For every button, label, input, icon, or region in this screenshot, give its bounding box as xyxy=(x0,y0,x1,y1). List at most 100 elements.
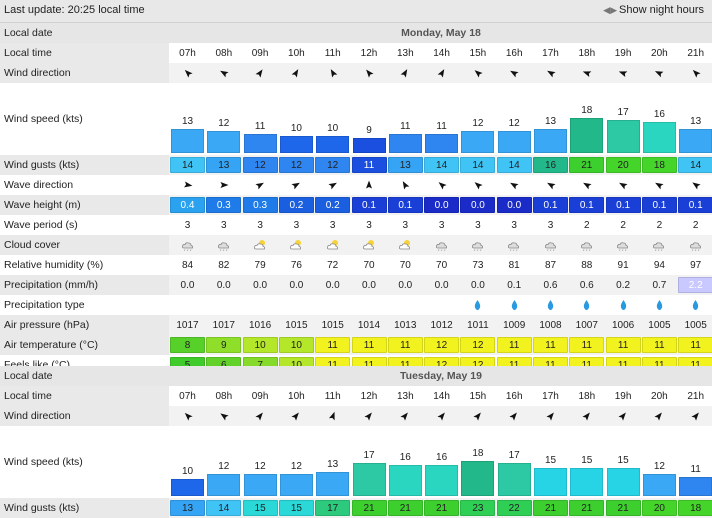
wind-arrow-icon xyxy=(497,406,532,426)
humidity-cell: 79 xyxy=(254,259,266,271)
wave-height-cell: 0.2 xyxy=(278,197,314,213)
pressure-cell: 1015 xyxy=(321,319,344,331)
wind-arrow-icon xyxy=(606,406,641,426)
wind-speed-bar xyxy=(570,118,604,153)
wind-arrow-icon xyxy=(497,63,532,83)
wave-height-cell: 0.3 xyxy=(206,197,242,213)
wave-direction-row-label: Wave direction xyxy=(4,179,74,191)
wind-speed-bar xyxy=(425,134,459,153)
wind-speed-value: 17 xyxy=(363,450,375,461)
wind-arrow-icon xyxy=(642,63,677,83)
wind-gust-cell: 14 xyxy=(678,157,712,173)
cloud-cover-row: Cloud cover xyxy=(0,235,712,255)
air-temp-cell: 11 xyxy=(351,337,387,353)
humidity-cell: 70 xyxy=(436,259,448,271)
wind-gust-cell: 22 xyxy=(496,500,532,516)
wave-period-cell: 3 xyxy=(547,219,554,231)
wave-period-row-label: Wave period (s) xyxy=(4,219,78,231)
humidity-cell: 91 xyxy=(617,259,629,271)
hour-cell: 21h xyxy=(687,47,705,59)
wind-speed-bar xyxy=(207,474,241,496)
wave-period-cell: 3 xyxy=(221,219,227,231)
hour-cell: 16h xyxy=(505,47,523,59)
wind-speed-bar xyxy=(534,468,567,496)
wind-gust-cell: 18 xyxy=(678,500,712,516)
wind-arrow-icon xyxy=(678,63,712,83)
precip-cell: 0.6 xyxy=(543,279,558,291)
wind-gust-cell: 23 xyxy=(460,500,496,516)
precip-cell: 0.1 xyxy=(507,279,522,291)
wind-gust-cell: 12 xyxy=(315,157,351,173)
rain-cloud-icon xyxy=(606,235,641,255)
wind-gust-cell: 15 xyxy=(242,500,278,516)
sun-cloud-icon xyxy=(279,235,314,255)
last-update-text: Last update: 20:25 local time xyxy=(4,4,145,16)
wave-arrow-icon xyxy=(388,175,423,195)
wind-speed-cell: 12 xyxy=(497,83,532,155)
hour-cell: 15h xyxy=(469,390,487,402)
wind-speed-bar xyxy=(171,129,204,153)
pressure-cell: 1015 xyxy=(285,319,308,331)
wind-gusts-row-label: Wind gusts (kts) xyxy=(0,155,169,175)
wave-direction-row: Wave direction xyxy=(0,175,712,195)
hour-cell: 16h xyxy=(505,390,523,402)
wind-speed-bar xyxy=(606,120,640,153)
wind-speed-row: Wind speed (kts) 10 12 12 12 13 17 16 16 18 17 15 15… xyxy=(0,426,712,498)
wind-speed-cell: 12 xyxy=(279,426,314,498)
air-temp-cell: 11 xyxy=(496,337,532,353)
humidity-cell: 73 xyxy=(472,259,484,271)
show-night-hours-toggle[interactable]: ◀▶ Show night hours xyxy=(603,4,704,16)
wind-arrow-icon xyxy=(206,406,241,426)
wave-height-cell: 0.4 xyxy=(170,197,205,213)
rain-drop-icon xyxy=(642,295,677,315)
wind-speed-bar xyxy=(171,479,204,496)
wind-speed-cell: 11 xyxy=(424,83,459,155)
wind-gusts-row-label: Wind gusts (kts) xyxy=(0,498,169,518)
wave-period-cell: 2 xyxy=(692,219,699,231)
hour-cell: 09h xyxy=(251,47,269,59)
wave-height-cell: 0.1 xyxy=(351,197,387,213)
wind-arrow-icon xyxy=(388,406,423,426)
wave-arrow-icon xyxy=(642,175,677,195)
wave-period-cell: 3 xyxy=(475,219,481,231)
wave-arrow-icon xyxy=(170,175,205,195)
wind-speed-bar xyxy=(425,465,459,496)
wind-speed-value: 12 xyxy=(653,461,665,472)
wind-speed-value: 13 xyxy=(181,116,194,127)
pressure-cell: 1005 xyxy=(648,319,671,331)
wind-gust-cell: 21 xyxy=(351,500,387,516)
wind-arrow-icon xyxy=(243,63,278,83)
wave-period-cell: 2 xyxy=(620,219,626,231)
wind-speed-cell: 16 xyxy=(388,426,423,498)
wave-arrow-icon xyxy=(497,175,532,195)
humidity-cell: 94 xyxy=(653,259,665,271)
hour-cell: 20h xyxy=(651,390,668,402)
wind-speed-value: 13 xyxy=(544,116,557,127)
local-date-row-label: Local date xyxy=(0,366,169,386)
wind-speed-cell: 16 xyxy=(642,83,677,155)
air-temp-cell: 11 xyxy=(641,337,677,353)
wind-speed-value: 10 xyxy=(327,123,339,134)
wind-speed-bar xyxy=(243,474,277,496)
wave-height-row-label: Wave height (m) xyxy=(0,195,169,215)
wind-gust-cell: 18 xyxy=(641,157,677,173)
pressure-cell: 1017 xyxy=(212,319,235,331)
wave-period-cell: 3 xyxy=(511,219,517,231)
humidity-cell: 76 xyxy=(290,259,302,271)
wind-arrow-icon xyxy=(243,406,278,426)
wind-speed-cell: 11 xyxy=(678,426,712,498)
precip-cell: 0.0 xyxy=(216,279,231,291)
wind-speed-cell: 10 xyxy=(170,426,205,498)
pressure-cell: 1011 xyxy=(467,319,489,331)
wave-height-cell: 0.1 xyxy=(678,197,712,213)
wind-arrow-icon xyxy=(206,63,241,83)
precip-cell: 0.0 xyxy=(180,279,195,291)
wind-speed-cell: 16 xyxy=(424,426,459,498)
pressure-cell: 1007 xyxy=(575,319,598,331)
wind-arrow-icon xyxy=(460,63,495,83)
wind-speed-bar xyxy=(388,465,422,496)
wind-speed-value: 11 xyxy=(400,121,411,132)
rain-cloud-icon xyxy=(497,235,532,255)
wind-speed-cell: 13 xyxy=(315,426,350,498)
hour-cell: 19h xyxy=(614,47,632,59)
